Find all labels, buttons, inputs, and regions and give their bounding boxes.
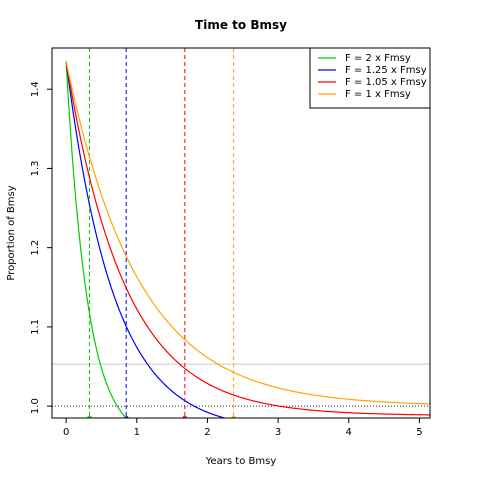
chart-title: Time to Bmsy: [195, 18, 287, 32]
x-tick-label-3: 3: [275, 427, 281, 438]
y-tick-label-1.3: 1.3: [30, 160, 41, 176]
legend-label-2: F = 1.25 x Fmsy: [345, 65, 427, 76]
plot-frame: [51, 47, 431, 419]
y-tick-label-1.2: 1.2: [30, 240, 41, 256]
legend-label-1: F = 2 x Fmsy: [345, 53, 411, 64]
axes: 0 1 2 3 4 5 1.0 1.1 1.2 1.3 1.4: [30, 47, 431, 438]
legend-label-4: F = 1 x Fmsy: [345, 89, 411, 100]
x-tick-label-5: 5: [416, 427, 422, 438]
reference-lines: [52, 363, 430, 407]
series-line-1: [65, 61, 128, 418]
y-tick-label-1.4: 1.4: [30, 81, 41, 97]
x-tick-label-1: 1: [134, 427, 140, 438]
x-axis-label: Years to Bmsy: [205, 456, 277, 467]
series-line-3: [65, 61, 430, 416]
legend-label-3: F = 1.05 x Fmsy: [345, 77, 427, 88]
y-tick-label-1.1: 1.1: [30, 319, 41, 335]
x-tick-label-0: 0: [63, 427, 69, 438]
x-tick-label-4: 4: [346, 427, 352, 438]
series-lines: [65, 61, 430, 418]
y-tick-label-1.0: 1.0: [30, 398, 41, 414]
x-tick-label-2: 2: [204, 427, 210, 438]
series-line-4: [65, 61, 430, 405]
y-axis-label: Proportion of Bmsy: [6, 185, 17, 280]
target-year-lines: [87, 48, 236, 418]
series-line-2: [65, 61, 227, 418]
